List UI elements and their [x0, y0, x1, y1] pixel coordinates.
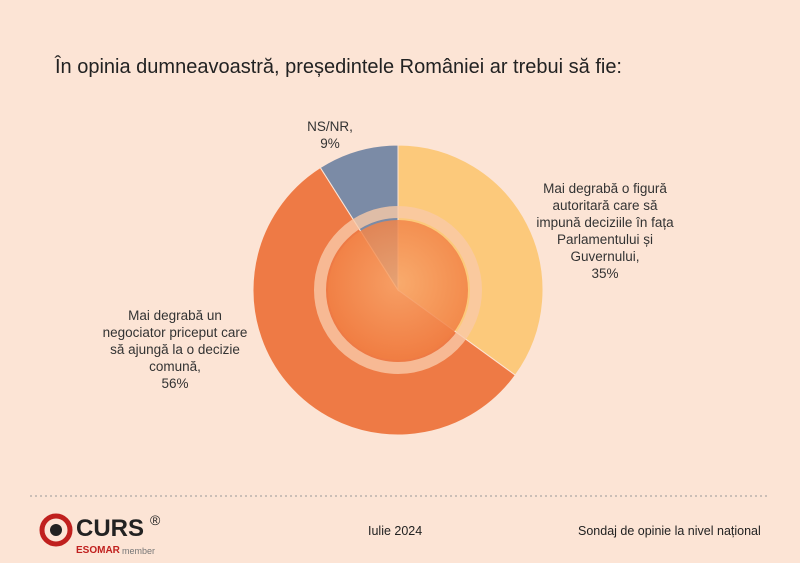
- logo-icon: [39, 513, 73, 547]
- slice-name: Mai degrabă un negociator priceput care …: [102, 308, 248, 374]
- chart-title: În opinia dumneavoastră, președintele Ro…: [55, 56, 622, 78]
- logo: CURS: [76, 515, 145, 542]
- slice-label: Mai degrabă o figură autoritară care să …: [530, 180, 680, 282]
- slice-name: Mai degrabă o figură autoritară care să …: [536, 181, 674, 264]
- decor-center: [328, 220, 468, 360]
- value-label: 9%: [320, 136, 340, 151]
- source: Sondaj de opinie la nivel național: [578, 524, 761, 538]
- slice-label: Mai degrabă un negociator priceput care …: [100, 307, 250, 392]
- slice-label: NS/NR, 9%: [285, 118, 375, 152]
- member: member: [122, 546, 156, 556]
- logo-icon: [50, 524, 62, 536]
- decor-ring: [314, 206, 482, 374]
- date: Iulie 2024: [368, 524, 423, 538]
- value-label: 56%: [161, 376, 189, 391]
- value-label: 35%: [591, 266, 619, 281]
- esomar: ESOMAR: [76, 545, 120, 556]
- slice-name: NS/NR,: [307, 119, 353, 134]
- logo-registered: ®: [150, 512, 161, 528]
